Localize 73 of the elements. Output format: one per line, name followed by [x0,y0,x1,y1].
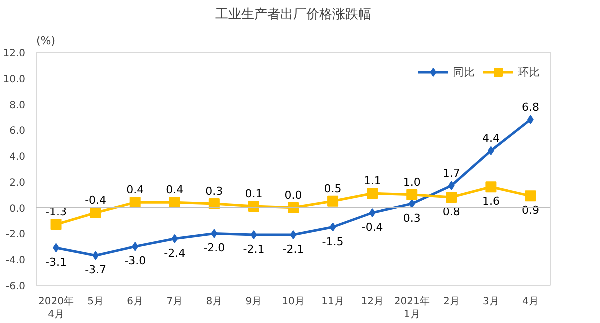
x-tick-label: 2月 [443,296,460,308]
y-tick-label: 6.0 [10,126,26,138]
y-tick-label: -4.0 [6,256,26,267]
point [248,201,260,212]
data-label: 1.0 [403,176,421,189]
point [172,234,178,244]
y-tick-label: -2.0 [6,230,26,241]
x-tick-label: 9月 [246,296,262,308]
x-tick-label: 3月 [483,296,500,308]
point [90,208,102,219]
data-label: 0.1 [245,188,263,201]
data-label: -2.0 [204,242,226,255]
data-label: -2.4 [164,246,186,260]
y-tick-label: -6.0 [6,282,26,292]
data-label: -3.7 [85,264,107,277]
y-tick-label: 12.0 [3,48,26,60]
point [50,219,62,230]
data-label: 1.7 [442,166,460,180]
y-tick-label: 0.0 [10,204,26,215]
point [448,181,455,190]
point [408,199,416,208]
point [369,208,376,218]
point [446,192,458,203]
point [330,222,336,232]
data-label: 0.0 [284,188,302,202]
data-label: 0.9 [522,204,540,218]
y-tick-label: 10.0 [3,74,26,86]
point [367,188,378,200]
data-label: -2.1 [243,243,265,256]
x-tick-label: 12月 [361,296,384,308]
data-label: -0.4 [85,194,107,208]
data-label: 0.3 [206,184,224,198]
point [208,198,220,210]
point [290,230,297,240]
x-tick-label: 7月 [166,296,184,308]
point [486,182,497,193]
x-tick-label: 5月 [88,296,104,308]
data-label: -0.4 [362,221,384,234]
point [169,197,180,208]
data-label: -3.1 [46,256,68,269]
point [288,202,299,214]
x-tick-label: 2020年 4月 [38,296,74,321]
point [211,229,218,238]
legend-label: 同比 [453,64,475,80]
data-label: 1.1 [364,174,382,188]
data-label: 1.6 [482,195,500,208]
point [250,230,258,240]
point [406,189,418,200]
data-label: 4.4 [482,132,500,145]
x-tick-label: 10月 [282,296,305,308]
data-label: 0.3 [403,212,421,225]
data-label: 0.5 [324,182,342,196]
x-tick-label: 8月 [206,296,223,308]
point [130,197,141,208]
y-axis-title: (%) [36,34,56,48]
legend-label: 环比 [518,64,540,80]
y-tick-label: 8.0 [10,100,26,112]
data-label: -2.1 [282,243,304,256]
x-tick-label: 11月 [322,296,344,308]
data-label: -3.0 [124,254,146,268]
data-label: 0.4 [126,184,144,197]
data-label: -1.5 [322,235,344,248]
y-tick-label: 4.0 [10,152,26,164]
x-tick-label: 6月 [127,296,144,308]
point [132,242,139,252]
x-tick-label: 2021年 1月 [394,296,430,321]
point [328,196,339,207]
point [525,190,536,202]
chart-title: 工业生产者出厂价格涨跌幅 [216,8,372,22]
y-tick-label: 2.0 [10,178,26,189]
data-label: 6.8 [522,100,540,114]
x-tick-label: 4月 [522,296,539,308]
data-label: 0.4 [166,184,184,197]
